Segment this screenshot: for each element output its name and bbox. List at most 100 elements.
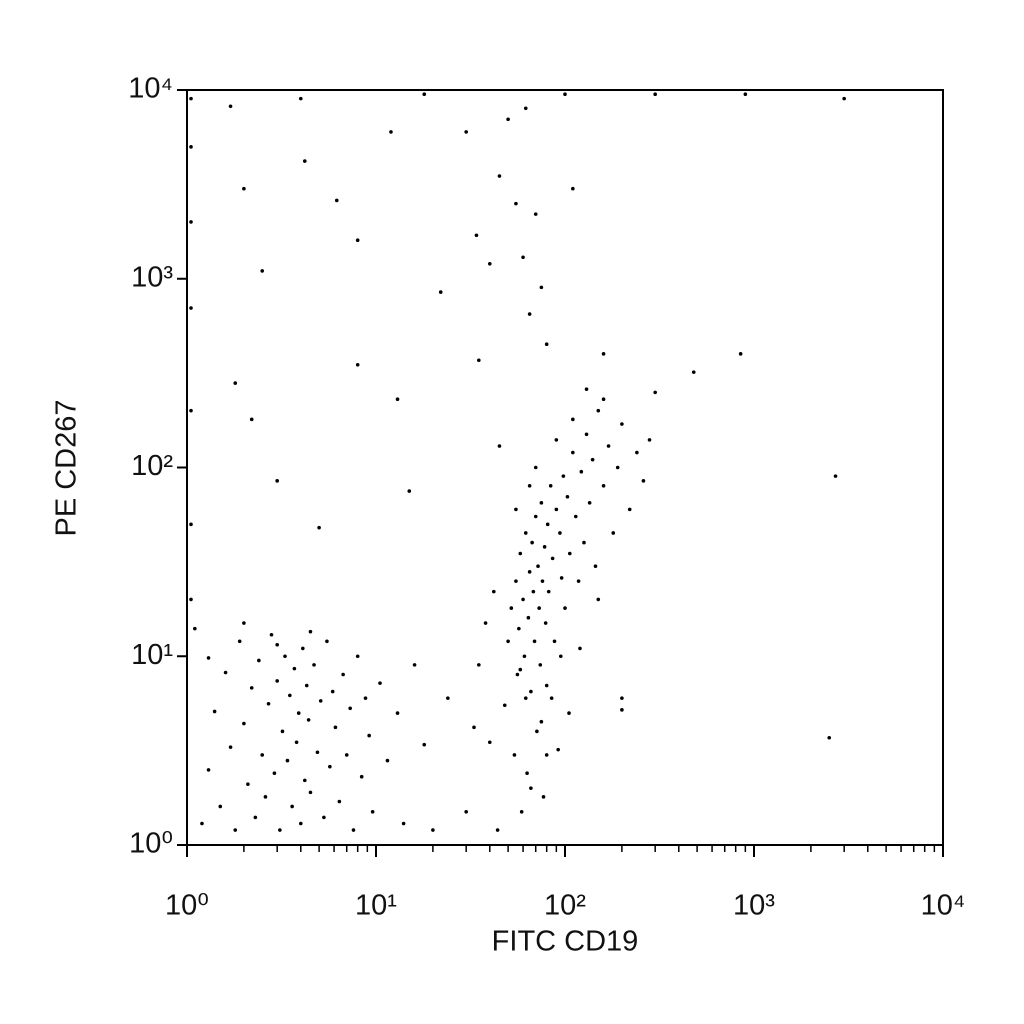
data-point — [477, 663, 481, 667]
data-point — [302, 159, 307, 163]
data-point — [558, 531, 562, 535]
data-point — [317, 525, 321, 530]
data-point — [549, 696, 554, 700]
plot-frame — [186, 89, 944, 846]
data-point — [266, 701, 271, 706]
data-point — [275, 642, 279, 647]
data-point — [539, 719, 544, 724]
data-point — [620, 422, 624, 426]
data-point — [341, 672, 345, 677]
data-point — [312, 663, 316, 667]
data-point — [422, 92, 427, 97]
data-point — [189, 597, 193, 602]
data-point — [308, 790, 313, 795]
data-point — [288, 693, 292, 698]
data-point — [596, 408, 601, 413]
data-point — [464, 130, 468, 134]
data-point — [246, 782, 250, 786]
data-point — [296, 711, 301, 715]
data-point — [743, 92, 748, 97]
data-point — [242, 621, 246, 625]
data-point — [527, 570, 532, 574]
data-point — [558, 654, 563, 659]
data-point — [544, 753, 549, 757]
data-point — [337, 799, 342, 804]
x-tick-label: 10² — [544, 890, 586, 922]
data-point — [615, 465, 620, 470]
data-point — [526, 615, 531, 620]
data-point — [370, 809, 375, 814]
data-point — [578, 646, 582, 651]
data-point — [491, 589, 496, 594]
x-tick-label: 10³ — [733, 890, 775, 922]
data-point — [527, 312, 532, 316]
data-point — [298, 96, 303, 101]
data-point — [515, 672, 520, 677]
data-point — [438, 290, 443, 294]
x-tick-label: 10¹ — [355, 890, 397, 922]
data-point — [540, 579, 545, 583]
data-point — [620, 696, 624, 700]
data-point — [635, 450, 639, 455]
y-tick-label: 10² — [131, 450, 173, 482]
data-point — [189, 408, 193, 413]
data-point — [272, 771, 277, 776]
data-point — [285, 758, 290, 763]
data-point — [283, 654, 287, 659]
data-point — [627, 507, 632, 512]
y-tick-label: 10⁴ — [128, 73, 173, 105]
data-point — [544, 342, 549, 347]
data-point — [228, 104, 233, 109]
data-point — [567, 711, 571, 715]
data-point — [189, 145, 193, 149]
data-point — [506, 117, 510, 122]
data-point — [545, 522, 550, 527]
data-point — [422, 742, 427, 747]
data-point — [542, 545, 547, 549]
data-point — [260, 269, 265, 273]
data-point — [587, 501, 592, 505]
data-point — [395, 397, 400, 402]
data-point — [556, 747, 560, 752]
data-point — [474, 233, 479, 238]
data-point — [330, 689, 335, 694]
data-point — [249, 686, 254, 690]
data-point — [518, 667, 523, 672]
data-point — [514, 507, 518, 512]
data-point — [322, 815, 326, 820]
data-point — [523, 696, 528, 700]
data-point — [242, 186, 246, 191]
data-point — [842, 96, 846, 101]
data-point — [249, 417, 254, 422]
data-point — [521, 597, 525, 602]
data-point — [359, 774, 364, 779]
data-point — [554, 507, 559, 512]
data-point — [691, 370, 696, 374]
data-point — [333, 725, 338, 730]
data-point — [506, 639, 510, 644]
data-point — [301, 646, 305, 651]
data-point — [601, 397, 606, 402]
data-point — [325, 639, 329, 644]
data-point — [193, 626, 197, 631]
data-point — [483, 621, 488, 625]
data-point — [306, 718, 311, 722]
data-point — [535, 729, 539, 734]
data-point — [233, 828, 238, 832]
data-point — [653, 390, 657, 395]
data-point — [189, 220, 193, 224]
data-point — [539, 501, 544, 505]
data-point — [523, 531, 528, 535]
data-point — [531, 589, 536, 594]
data-point — [601, 483, 606, 488]
data-point — [620, 708, 624, 712]
data-point — [552, 639, 557, 644]
data-point — [579, 469, 584, 474]
data-point — [344, 753, 349, 757]
y-axis-label: PE CD267 — [51, 399, 83, 536]
data-point — [571, 450, 575, 455]
data-point — [548, 483, 553, 488]
data-point — [514, 201, 518, 206]
data-point — [523, 106, 528, 111]
data-point — [280, 729, 285, 734]
